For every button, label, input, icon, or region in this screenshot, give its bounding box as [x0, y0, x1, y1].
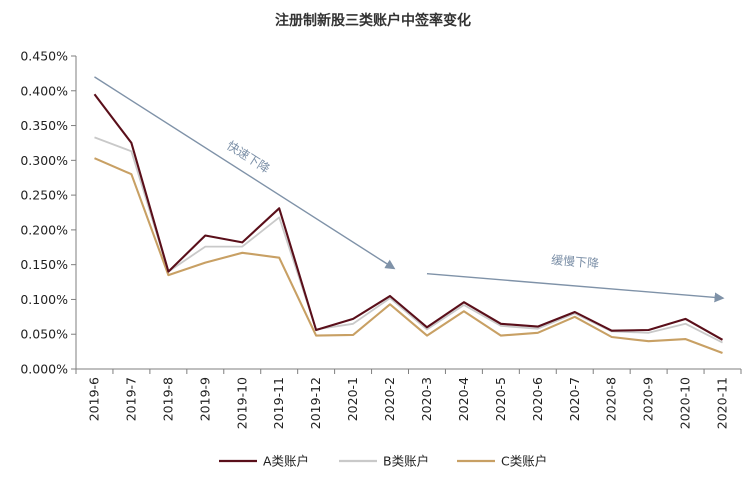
x-tick-label: 2019-9	[197, 377, 212, 421]
series-lines	[93, 93, 724, 354]
y-tick-label: 0.450%	[20, 49, 68, 64]
x-tick-label: 2019-12	[308, 377, 323, 429]
y-tick-label: 0.250%	[20, 188, 68, 203]
x-tick-label: 2019-7	[123, 377, 138, 421]
y-tick-label: 0.050%	[20, 327, 68, 342]
legend: A类账户 B类账户 C类账户	[219, 454, 547, 469]
x-tick-label: 2019-11	[271, 377, 286, 429]
x-tick-label: 2020-8	[604, 377, 619, 421]
y-tick-label: 0.100%	[20, 292, 68, 307]
x-tick-label: 2020-10	[678, 377, 693, 429]
y-tick-label: 0.400%	[20, 83, 68, 98]
y-tick-label: 0.150%	[20, 257, 68, 272]
y-tick-label: 0.200%	[20, 222, 68, 237]
y-tick-label: 0.350%	[20, 118, 68, 133]
legend-label: A类账户	[263, 454, 309, 469]
x-tick-label: 2020-7	[567, 377, 582, 421]
series-line-c	[94, 157, 723, 354]
legend-label: B类账户	[383, 454, 429, 469]
y-tick-label: 0.300%	[20, 153, 68, 168]
x-tick-label: 2020-6	[530, 377, 545, 421]
x-tick-label: 2020-4	[456, 377, 471, 421]
legend-label: C类账户	[501, 454, 547, 469]
x-tick-label: 2020-1	[345, 377, 360, 421]
x-tick-label: 2020-9	[641, 377, 656, 421]
y-tick-label: 0.000%	[20, 362, 68, 377]
x-tick-label: 2020-2	[382, 377, 397, 421]
trend-arrow	[426, 273, 725, 303]
trend-annotation-label: 缓慢下降	[551, 253, 600, 271]
x-tick-label: 2020-3	[419, 377, 434, 421]
x-tick-label: 2019-8	[160, 377, 175, 421]
x-tick-label: 2019-6	[86, 377, 101, 421]
axes: 0.000% 0.050% 0.100% 0.150% 0.200% 0.250% 0.30…	[20, 49, 742, 429]
trend-arrow	[94, 76, 396, 270]
x-tick-label: 2019-10	[234, 377, 249, 429]
x-tick-label: 2020-5	[493, 377, 508, 421]
series-line-a	[93, 93, 724, 341]
chart-title: 注册制新股三类账户中签率变化	[275, 12, 471, 29]
trend-annotation-label: 快速下降	[224, 138, 272, 176]
x-tick-label: 2020-11	[715, 377, 730, 429]
